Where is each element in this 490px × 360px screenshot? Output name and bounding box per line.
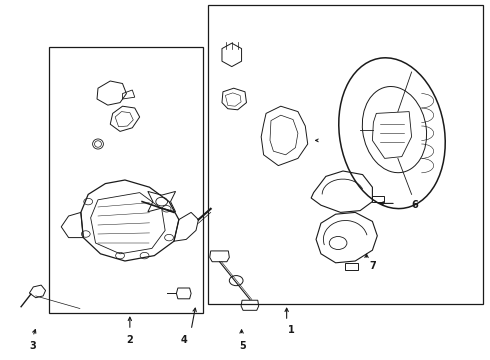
Ellipse shape xyxy=(362,86,427,173)
Text: 7: 7 xyxy=(369,261,376,271)
Ellipse shape xyxy=(93,139,103,149)
Ellipse shape xyxy=(95,141,101,147)
Text: 5: 5 xyxy=(239,341,246,351)
Ellipse shape xyxy=(339,58,445,208)
Bar xyxy=(208,5,483,304)
Text: 6: 6 xyxy=(412,200,418,210)
Bar xyxy=(49,47,203,313)
Text: 2: 2 xyxy=(126,335,133,345)
Text: 3: 3 xyxy=(29,341,36,351)
Text: 1: 1 xyxy=(288,325,295,336)
Text: 4: 4 xyxy=(180,335,187,345)
